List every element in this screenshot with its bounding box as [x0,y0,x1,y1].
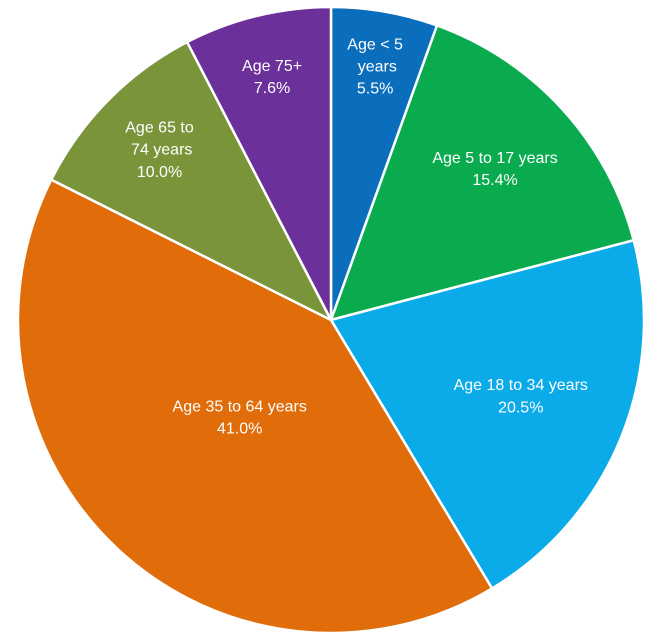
slice-label: Age 5 to 17 years [432,150,557,167]
slice-label: Age 35 to 64 years [173,399,307,416]
slice-value-label: 20.5% [498,399,543,416]
slice-value-label: 10.0% [137,164,182,181]
slice-value-label: 5.5% [357,81,393,98]
slice-value-label: 7.6% [254,80,290,97]
pie-slice [49,40,334,323]
slice-label: Age 18 to 34 years [454,377,588,394]
pie-slice [185,5,333,321]
pie-slice [16,177,494,635]
pie-slice [329,238,646,591]
slice-value-label: 41.0% [217,421,262,438]
slice-value-label: 15.4% [472,172,517,189]
slice-label: Age 75+ [242,58,302,75]
pie-slice [329,23,636,322]
slice-label: Age < 5 years [347,37,403,76]
slice-label: Age 65 to 74 years [125,120,194,159]
